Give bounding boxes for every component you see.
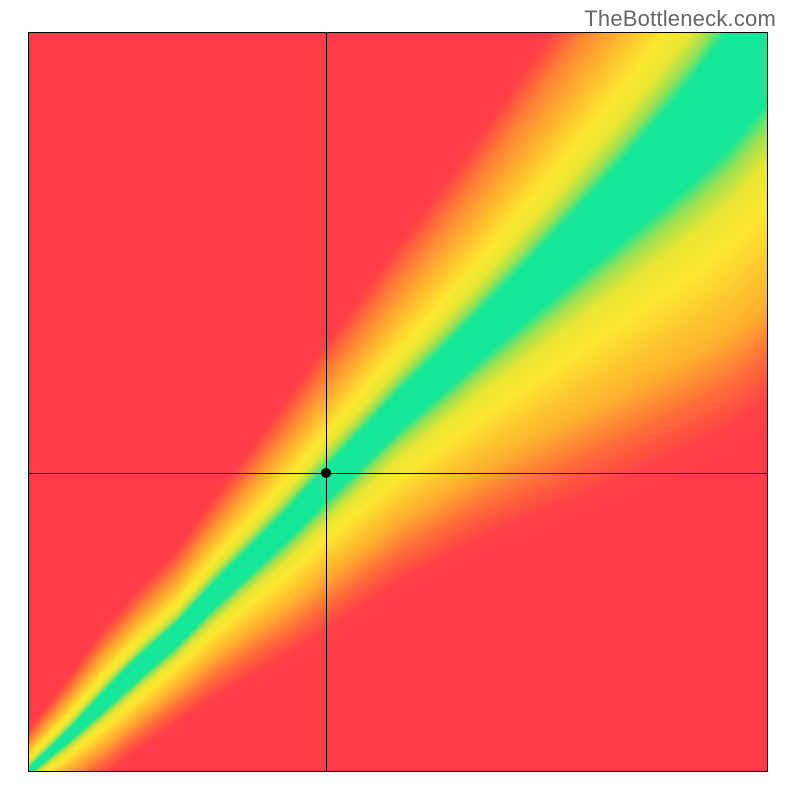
bottleneck-heatmap: [28, 32, 768, 772]
page-root: TheBottleneck.com: [0, 0, 800, 800]
crosshair-horizontal: [29, 473, 767, 474]
selection-marker: [321, 468, 331, 478]
crosshair-vertical: [326, 33, 327, 771]
heatmap-canvas: [29, 33, 767, 771]
attribution-text: TheBottleneck.com: [584, 6, 776, 32]
